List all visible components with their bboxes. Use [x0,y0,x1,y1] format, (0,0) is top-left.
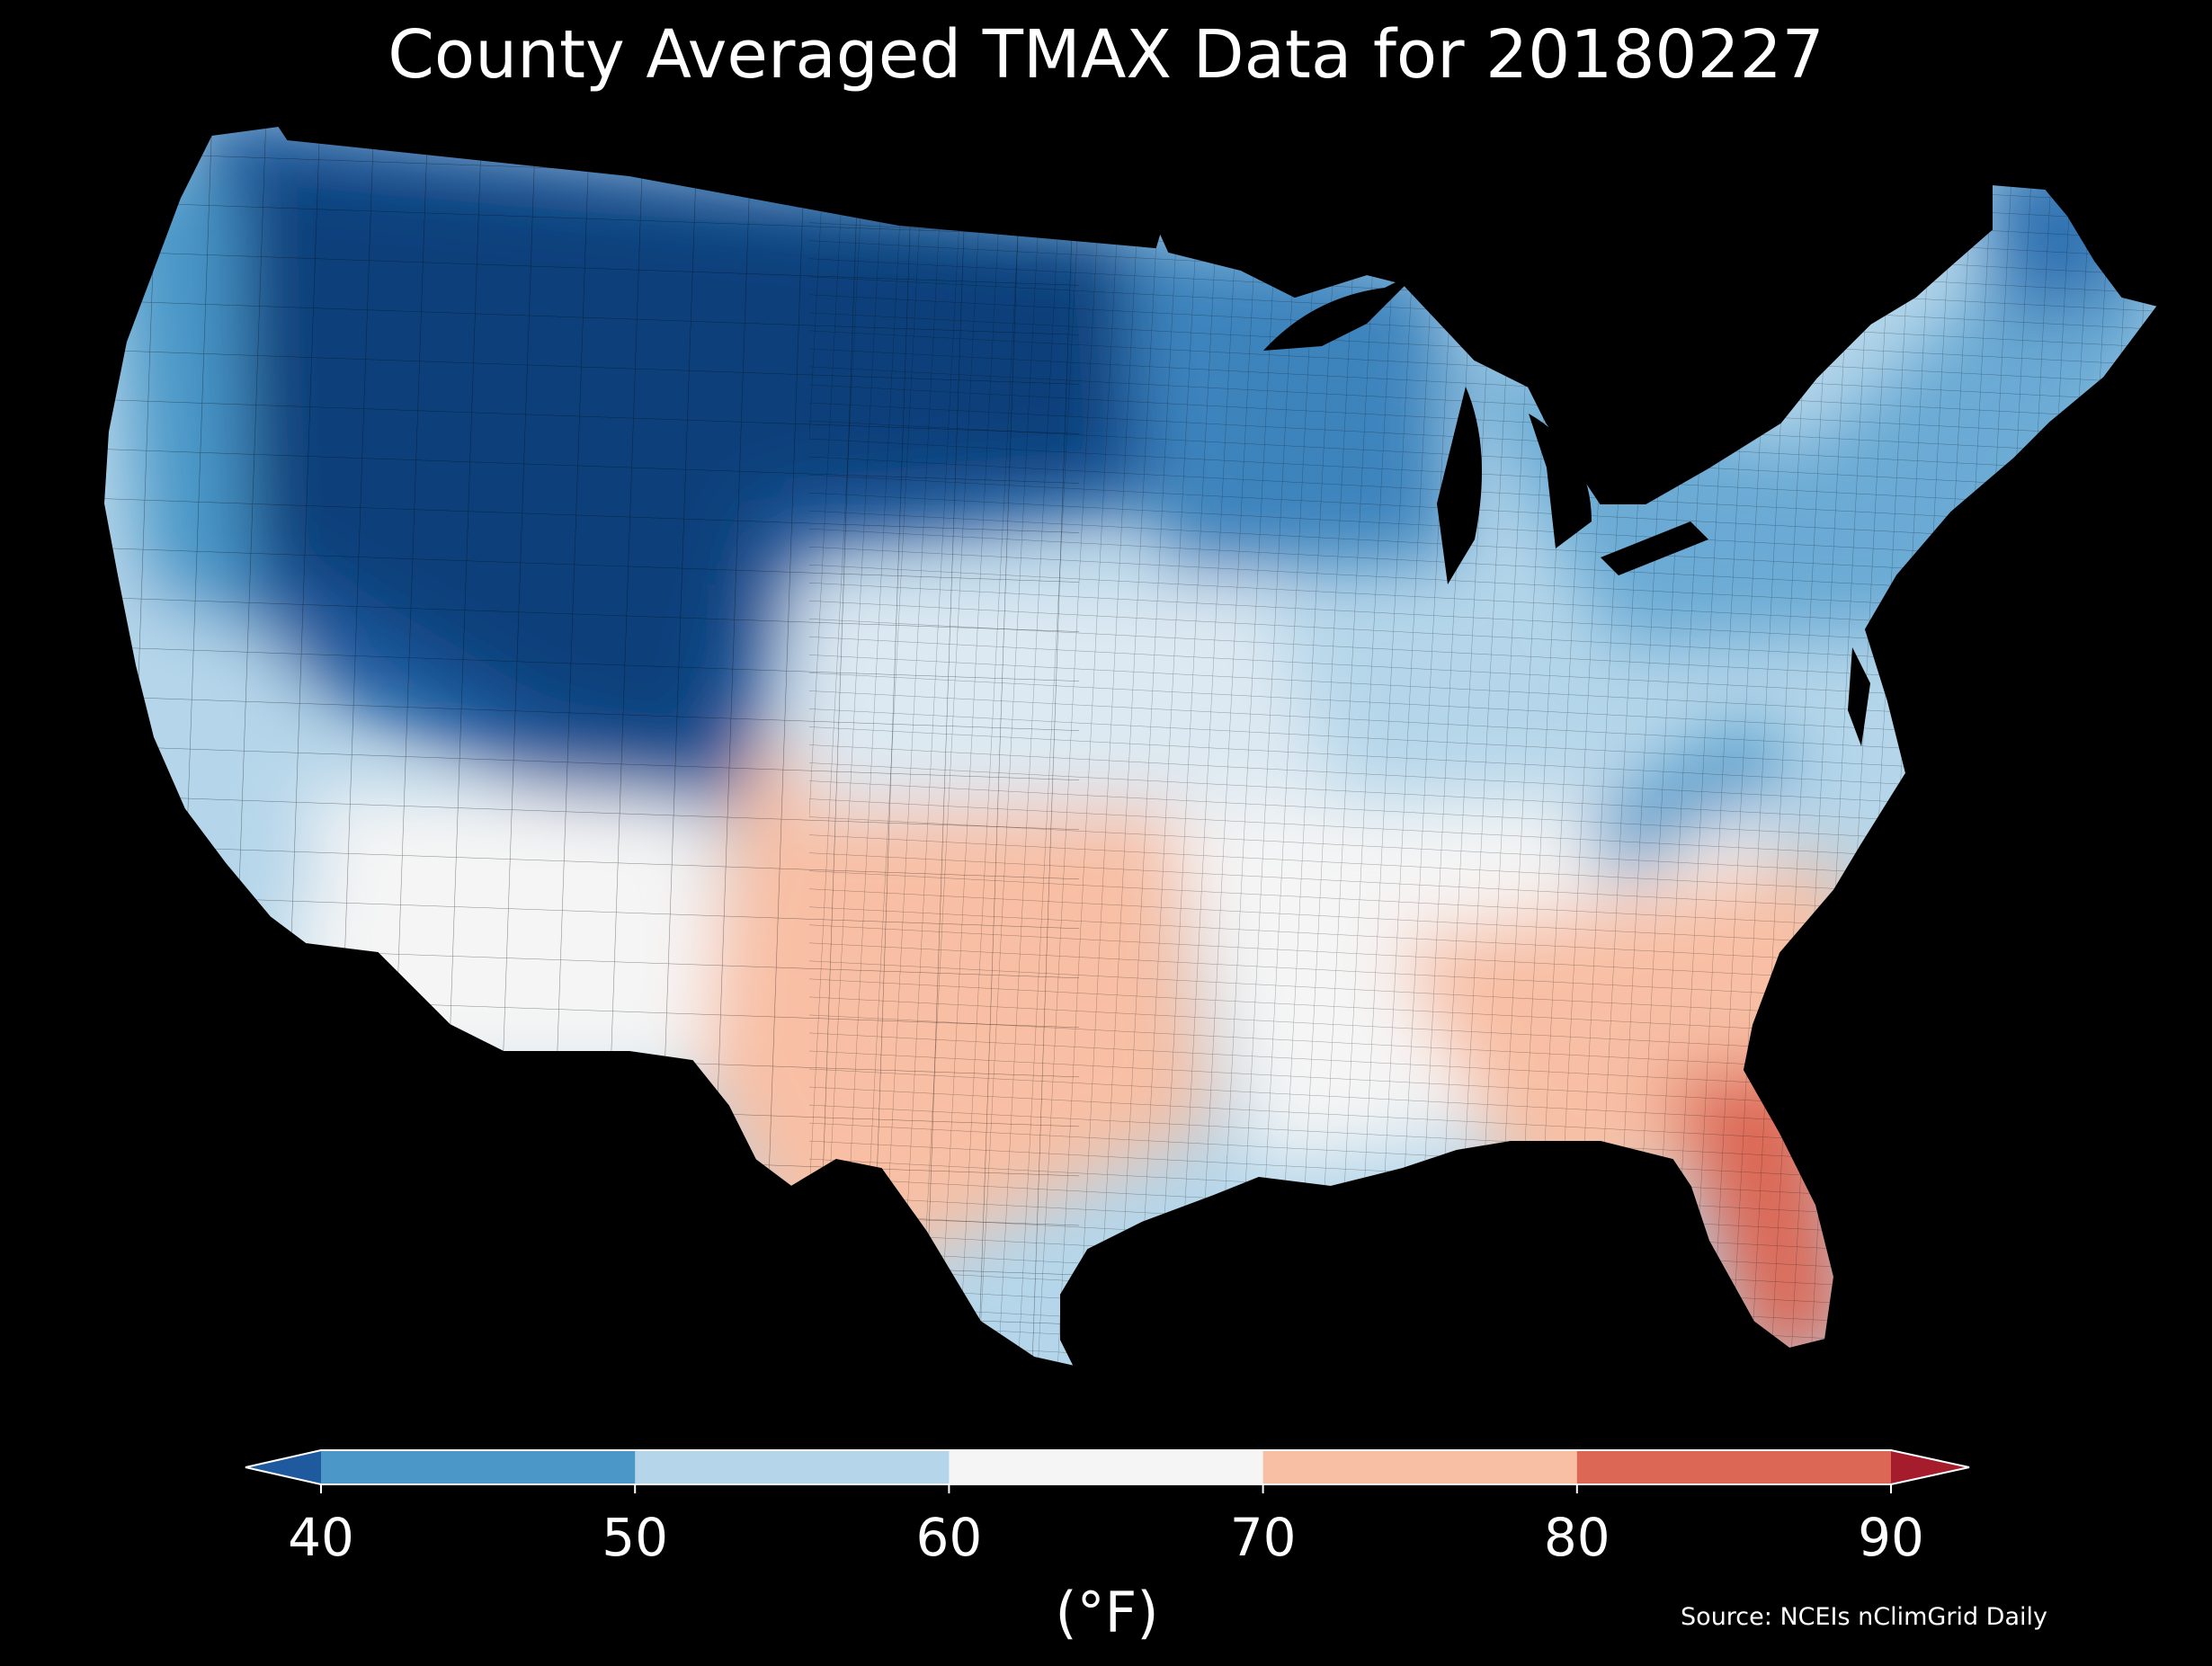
colorbar-arrow-high [1891,1450,1969,1484]
colorbar-tick-label: 90 [1858,1507,1924,1568]
colorbar-segment [949,1450,1264,1484]
water-bodies [1263,270,1870,746]
page-title: County Averaged TMAX Data for 20180227 [388,16,1824,94]
colorbar-tick-label: 70 [1230,1507,1297,1568]
lake-michigan [1437,387,1482,584]
chesapeake-bay [1848,647,1870,746]
lake-superior [1263,270,1421,351]
source-note: Source: NCEIs nClimGrid Daily [1681,1603,2047,1631]
colorbar-segment [1576,1450,1892,1484]
colorbar-tick-label: 80 [1544,1507,1610,1568]
colorbar-segments [245,1449,1970,1485]
us-outline [102,124,2160,1368]
colorbar-segment [321,1450,636,1484]
colorbar-tick-label: 40 [288,1507,354,1568]
colorbar-ticks: 40 50 60 70 80 90 [288,1484,1924,1568]
colorbar-segment [635,1450,950,1484]
colorbar-unit-label: (°F) [1055,1580,1158,1645]
lake-erie [1601,521,1708,575]
colorbar-arrow-low [245,1450,321,1484]
colorbar-tick-label: 50 [602,1507,668,1568]
colorbar-tick-label: 60 [915,1507,982,1568]
colorbar-segment [1262,1450,1578,1484]
lake-huron [1529,414,1592,548]
